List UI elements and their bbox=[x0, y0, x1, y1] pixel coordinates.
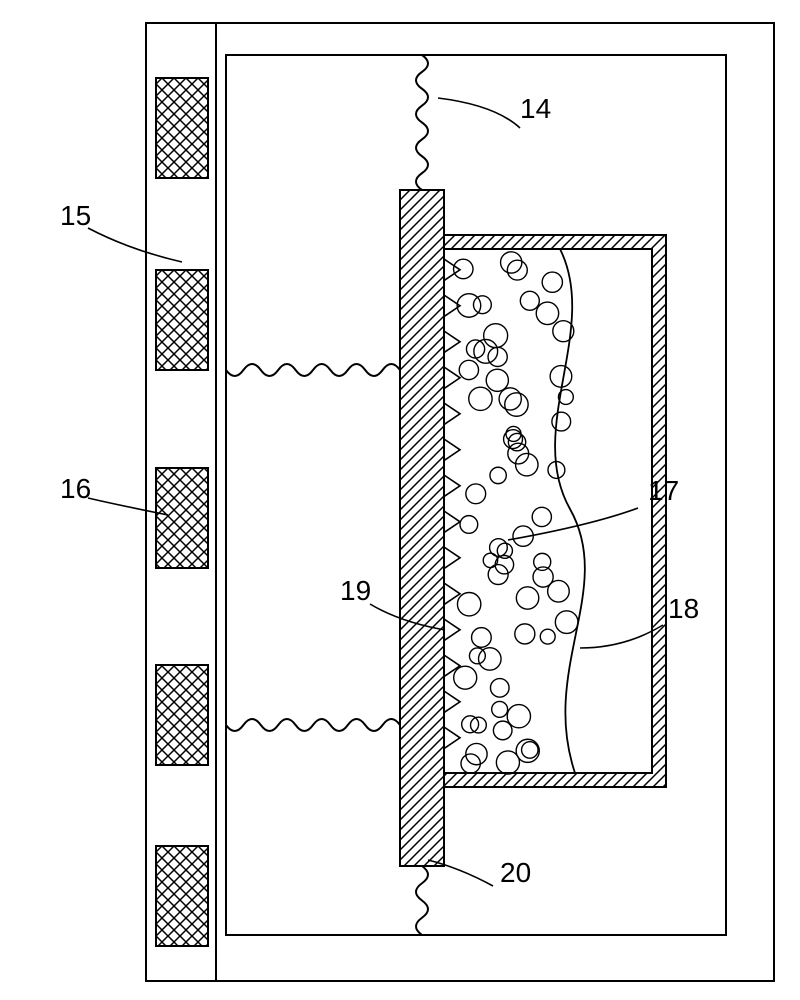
granule bbox=[457, 592, 480, 615]
granule bbox=[454, 666, 477, 689]
granule bbox=[520, 291, 539, 310]
granule bbox=[466, 484, 486, 504]
granule bbox=[466, 340, 484, 358]
granule bbox=[479, 648, 502, 671]
granule bbox=[492, 701, 508, 717]
leader-line bbox=[88, 228, 182, 262]
granule bbox=[516, 739, 539, 762]
granule bbox=[507, 260, 527, 280]
label-20: 20 bbox=[500, 857, 531, 888]
plate bbox=[400, 190, 444, 866]
label-14: 14 bbox=[520, 93, 551, 124]
tooth bbox=[444, 439, 460, 461]
granule bbox=[548, 580, 570, 602]
tooth bbox=[444, 367, 460, 389]
granule bbox=[505, 393, 528, 416]
label-18: 18 bbox=[668, 593, 699, 624]
crosshatch-block-1 bbox=[156, 270, 208, 370]
spring bbox=[416, 866, 428, 935]
tooth bbox=[444, 727, 460, 749]
granule bbox=[459, 360, 478, 379]
outer-frame bbox=[146, 23, 774, 981]
granule bbox=[550, 366, 572, 388]
label-15: 15 bbox=[60, 200, 91, 231]
crosshatch-block-0 bbox=[156, 78, 208, 178]
crosshatch-block-2 bbox=[156, 468, 208, 568]
label-19: 19 bbox=[340, 575, 371, 606]
granule bbox=[515, 624, 535, 644]
tooth bbox=[444, 475, 460, 497]
container-frame bbox=[444, 235, 666, 787]
spring bbox=[416, 55, 428, 190]
spring bbox=[226, 719, 400, 731]
tooth bbox=[444, 691, 460, 713]
granule bbox=[552, 412, 571, 431]
granule bbox=[507, 705, 530, 728]
granule bbox=[542, 272, 562, 292]
tooth bbox=[444, 331, 460, 353]
tooth bbox=[444, 547, 460, 569]
granule bbox=[532, 507, 551, 526]
granule bbox=[516, 453, 538, 475]
tooth bbox=[444, 403, 460, 425]
spring bbox=[226, 364, 400, 376]
granule bbox=[469, 387, 492, 410]
granule bbox=[522, 742, 538, 758]
granule bbox=[473, 296, 491, 314]
granule bbox=[469, 648, 485, 664]
granule bbox=[540, 629, 555, 644]
figure-diagram: 14 15 16 17 18 19 20 bbox=[0, 0, 800, 1000]
granule bbox=[490, 467, 506, 483]
granule bbox=[490, 679, 509, 698]
granule bbox=[454, 259, 473, 278]
granule bbox=[516, 587, 538, 609]
label-16: 16 bbox=[60, 473, 91, 504]
membrane bbox=[555, 249, 585, 773]
crosshatch-block-4 bbox=[156, 846, 208, 946]
label-17: 17 bbox=[648, 475, 679, 506]
tooth bbox=[444, 511, 460, 533]
granule bbox=[499, 388, 521, 410]
granule bbox=[555, 611, 578, 634]
leader-line bbox=[580, 625, 663, 648]
granule bbox=[534, 553, 551, 570]
granule bbox=[486, 369, 508, 391]
granule bbox=[536, 302, 558, 324]
granule bbox=[460, 516, 478, 534]
granule bbox=[472, 628, 492, 648]
crosshatch-block-3 bbox=[156, 665, 208, 765]
tooth bbox=[444, 619, 460, 641]
leader-line bbox=[438, 98, 520, 128]
tooth bbox=[444, 655, 460, 677]
